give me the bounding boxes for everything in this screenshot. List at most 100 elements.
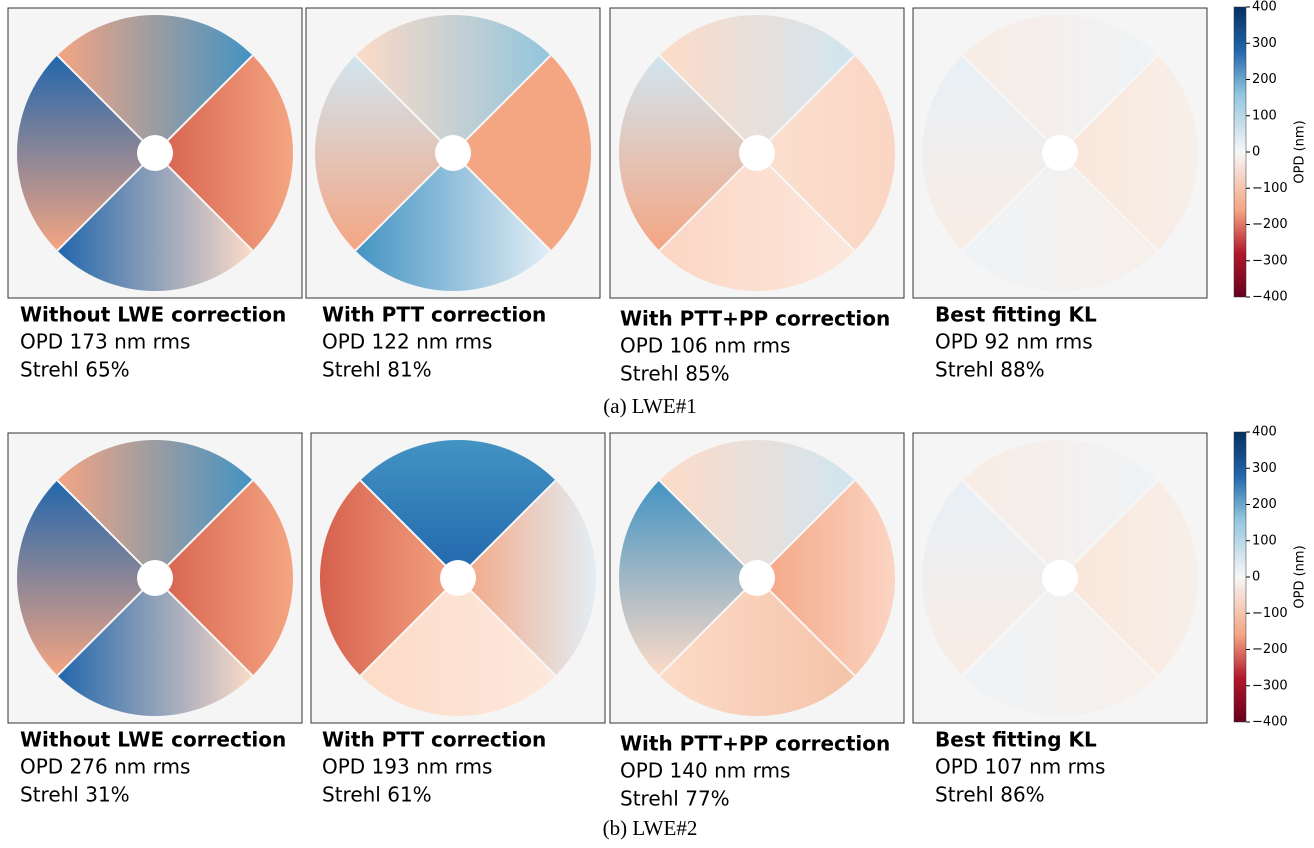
pupil-sector — [921, 480, 1060, 676]
colorbar-tick-label: 0 — [1252, 145, 1260, 160]
colorbar-tick-label: −400 — [1252, 715, 1288, 730]
pupil-panel — [912, 7, 1208, 299]
spider — [658, 165, 745, 252]
spider — [470, 479, 557, 566]
strehl-value: Strehl 31% — [20, 783, 130, 807]
spider — [1072, 590, 1159, 677]
spider — [359, 590, 446, 677]
colorbar-tick-label: 400 — [1252, 425, 1277, 440]
pupil-sector — [57, 578, 253, 716]
spider — [56, 590, 143, 677]
spider — [769, 479, 856, 566]
panel-title: With PTT correction — [322, 728, 546, 752]
pupil-sector — [962, 153, 1158, 291]
colorbar-label: OPD (nm) — [1293, 120, 1308, 183]
colorbar-tick-label: 300 — [1252, 36, 1277, 51]
pupil-sector — [659, 153, 855, 291]
strehl-value: Strehl 77% — [620, 787, 730, 811]
pupil-panel — [305, 7, 601, 299]
spider — [465, 54, 552, 141]
central-obscuration — [137, 135, 173, 171]
pupil-sector — [962, 15, 1158, 153]
spider — [56, 479, 143, 566]
panel-title: Without LWE correction — [20, 728, 286, 752]
pupil-sector — [659, 439, 855, 578]
spider — [167, 590, 254, 677]
pupil-panel — [609, 7, 905, 299]
pupil-sector — [360, 439, 556, 578]
panel-title: With PTT correction — [322, 303, 546, 327]
spider — [465, 165, 552, 252]
pupil-sector — [962, 440, 1158, 578]
spider — [769, 165, 856, 252]
pupil-sector — [57, 15, 253, 153]
pupil-panel — [7, 432, 303, 724]
colorbar-tick-label: −200 — [1252, 217, 1288, 232]
strehl-value: Strehl 61% — [322, 783, 432, 807]
spider — [961, 590, 1048, 677]
pupil-sector — [319, 480, 458, 676]
central-obscuration — [1042, 560, 1078, 596]
pupil-sector — [659, 14, 855, 153]
spider — [167, 479, 254, 566]
colorbar-tick-label: −400 — [1252, 290, 1288, 305]
spider — [658, 54, 745, 141]
colorbar-tick-label: 200 — [1252, 72, 1277, 87]
central-obscuration — [137, 560, 173, 596]
pupil-sector — [17, 480, 155, 676]
opd-value: OPD 140 nm rms — [620, 759, 790, 783]
colorbar-tick-label: 300 — [1252, 461, 1277, 476]
pupil-sector — [659, 578, 855, 716]
pupil-sector — [17, 55, 156, 251]
spider — [56, 54, 143, 141]
colorbar — [1233, 431, 1247, 723]
colorbar-tick-label: −100 — [1252, 606, 1288, 621]
colorbar-label: OPD (nm) — [1293, 545, 1308, 608]
central-obscuration — [739, 135, 775, 171]
pupil-sector — [155, 55, 293, 251]
spider — [769, 590, 856, 677]
panel-title: With PTT+PP correction — [620, 732, 890, 756]
colorbar-tick-label: 100 — [1252, 108, 1277, 123]
colorbar — [1233, 6, 1247, 298]
strehl-value: Strehl 65% — [20, 358, 130, 382]
opd-value: OPD 276 nm rms — [20, 755, 190, 779]
spider — [167, 54, 254, 141]
pupil-sector — [922, 55, 1060, 251]
subfigure-caption: (a) LWE#1 — [603, 394, 696, 418]
central-obscuration — [1042, 135, 1078, 171]
colorbar-tick-label: 100 — [1252, 533, 1277, 548]
spider — [354, 54, 441, 141]
pupil-sector — [360, 578, 556, 716]
opd-value: OPD 106 nm rms — [620, 334, 790, 358]
spider — [359, 479, 446, 566]
pupil-panel — [609, 432, 905, 724]
pupil-panel — [310, 432, 606, 724]
pupil-sector — [619, 480, 757, 676]
colorbar-tick-label: −300 — [1252, 253, 1288, 268]
spider — [1072, 165, 1159, 252]
strehl-value: Strehl 85% — [620, 362, 730, 386]
pupil-sector — [155, 480, 293, 676]
colorbar-tick-label: −200 — [1252, 642, 1288, 657]
opd-value: OPD 193 nm rms — [322, 755, 492, 779]
colorbar-tick-label: −100 — [1252, 181, 1288, 196]
pupil-panel — [912, 432, 1208, 724]
pupil-sector — [1060, 480, 1198, 676]
spider — [1072, 479, 1159, 566]
spider — [1072, 54, 1159, 141]
opd-value: OPD 107 nm rms — [935, 755, 1105, 779]
pupil-sector — [355, 153, 551, 291]
pupil-sector — [757, 480, 896, 676]
spider — [354, 165, 441, 252]
pupil-sector — [962, 578, 1158, 716]
central-obscuration — [739, 560, 775, 596]
panel-title: Without LWE correction — [20, 303, 286, 327]
central-obscuration — [435, 135, 471, 171]
pupil-panel — [7, 7, 303, 299]
spider — [167, 165, 254, 252]
panel-title: With PTT+PP correction — [620, 307, 890, 331]
opd-value: OPD 173 nm rms — [20, 330, 190, 354]
pupil-sector — [57, 440, 253, 578]
